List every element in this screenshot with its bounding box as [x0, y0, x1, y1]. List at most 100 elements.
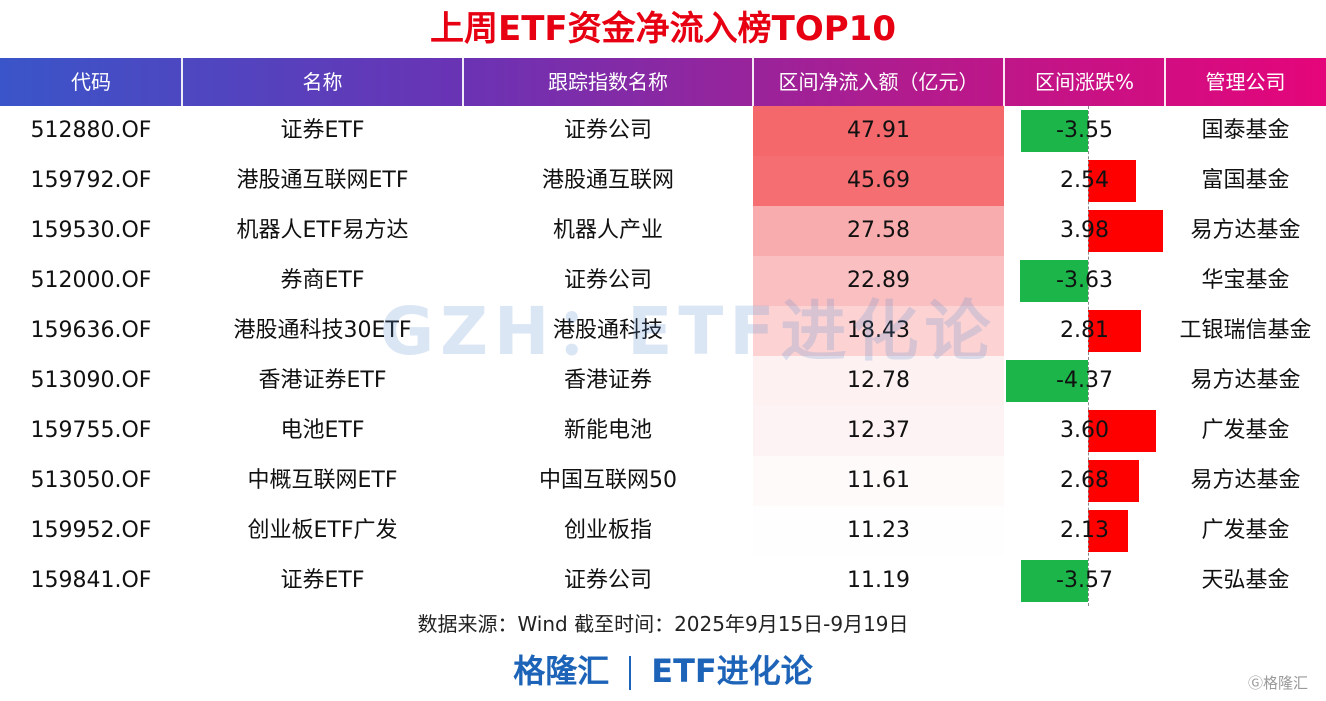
net-inflow-cell: 11.23 — [847, 518, 910, 543]
fund-code-cell: 159841.OF — [30, 568, 152, 593]
inflow-heat-cell — [753, 356, 1004, 406]
header-code: 代码 — [71, 70, 111, 94]
fund-code-cell: 159952.OF — [30, 518, 152, 543]
inflow-heat-cell — [753, 456, 1004, 506]
fund-code-cell: 159636.OF — [30, 318, 152, 343]
index-name-cell: 新能电池 — [563, 418, 652, 443]
change-bar-positive — [1088, 210, 1163, 252]
net-inflow-cell: 11.19 — [847, 568, 910, 593]
net-inflow-cell: 47.91 — [847, 118, 910, 143]
change-bar-negative — [1019, 260, 1089, 302]
change-pct-cell: -3.63 — [1056, 268, 1113, 293]
fund-name-cell: 香港证券ETF — [258, 368, 387, 393]
manager-cell: 富国基金 — [1201, 168, 1290, 193]
data-source-note: 数据来源：Wind 截至时间：2025年9月15日-9月19日 — [417, 612, 909, 636]
header-inflow: 区间净流入额（亿元） — [778, 70, 979, 94]
header-manager: 管理公司 — [1205, 70, 1286, 94]
change-bar-negative — [1006, 360, 1089, 402]
table-row: 159755.OF 电池ETF 新能电池 12.37 3.60 广发基金 — [0, 406, 1326, 456]
table-row: 159841.OF 证券ETF 证券公司 11.19 -3.57 天弘基金 — [0, 556, 1326, 606]
inflow-heat-cell — [753, 106, 1004, 156]
change-pct-cell: -3.55 — [1056, 118, 1113, 143]
corner-logo-text: 格隆汇 — [1263, 674, 1309, 692]
change-pct-cell: 2.81 — [1060, 318, 1109, 343]
net-inflow-cell: 12.37 — [847, 418, 910, 443]
change-bar-negative — [1021, 110, 1089, 152]
header-change: 区间涨跌% — [1034, 70, 1134, 94]
change-bar-positive — [1088, 510, 1129, 552]
index-name-cell: 证券公司 — [563, 268, 652, 293]
index-name-cell: 香港证券 — [563, 368, 652, 393]
fund-code-cell: 159755.OF — [30, 418, 152, 443]
change-pct-cell: 2.13 — [1060, 518, 1109, 543]
fund-name-cell: 证券ETF — [280, 568, 365, 593]
fund-name-cell: 港股通科技30ETF — [233, 318, 412, 343]
chart-title: 上周ETF资金净流入榜TOP10 — [430, 9, 896, 49]
fund-name-cell: 创业板ETF广发 — [247, 518, 398, 543]
fund-code-cell: 159792.OF — [30, 168, 152, 193]
manager-cell: 天弘基金 — [1201, 568, 1290, 593]
index-name-cell: 中国互联网50 — [539, 468, 677, 493]
change-pct-cell: -4.37 — [1056, 368, 1113, 393]
inflow-heat-cell — [753, 256, 1004, 306]
logo-icon: Ⓖ — [1248, 674, 1264, 692]
net-inflow-cell: 11.61 — [847, 468, 910, 493]
brand-footer: 格隆汇 ETF进化论 — [0, 646, 1326, 692]
fund-code-cell: 512000.OF — [30, 268, 152, 293]
change-bar-positive — [1088, 460, 1139, 502]
index-name-cell: 证券公司 — [563, 568, 652, 593]
fund-code-cell: 513090.OF — [30, 368, 152, 393]
fund-code-cell: 512880.OF — [30, 118, 152, 143]
fund-code-cell: 159530.OF — [30, 218, 152, 243]
table-row: 159952.OF 创业板ETF广发 创业板指 11.23 2.13 广发基金 — [0, 506, 1326, 556]
inflow-heat-cell — [753, 406, 1004, 456]
net-inflow-cell: 27.58 — [847, 218, 910, 243]
manager-cell: 易方达基金 — [1190, 468, 1301, 493]
change-pct-cell: 2.54 — [1060, 168, 1109, 193]
manager-cell: 工银瑞信基金 — [1179, 318, 1312, 343]
manager-cell: 易方达基金 — [1190, 368, 1301, 393]
fund-name-cell: 证券ETF — [280, 118, 365, 143]
index-name-cell: 创业板指 — [563, 518, 652, 543]
brand-left: 格隆汇 — [513, 652, 610, 690]
table-row: 159792.OF 港股通互联网ETF 港股通互联网 45.69 2.54 富国基金 — [0, 156, 1326, 206]
table-row: 512880.OF 证券ETF 证券公司 47.91 -3.55 国泰基金 — [0, 106, 1326, 156]
brand-right: ETF进化论 — [651, 652, 813, 690]
net-inflow-cell: 45.69 — [847, 168, 910, 193]
change-pct-cell: 3.98 — [1060, 218, 1109, 243]
change-bar-negative — [1021, 560, 1089, 602]
brand-separator — [629, 656, 632, 690]
corner-logo: Ⓖ格隆汇 — [1248, 672, 1308, 693]
manager-cell: 国泰基金 — [1201, 118, 1290, 143]
change-bar-positive — [1088, 160, 1136, 202]
table-row: 513090.OF 香港证券ETF 香港证券 12.78 -4.37 易方达基金 — [0, 356, 1326, 406]
index-name-cell: 港股通互联网 — [541, 168, 674, 193]
table-row: 159530.OF 机器人ETF易方达 机器人产业 27.58 3.98 易方达基金 — [0, 206, 1326, 256]
table-header: 代码 名称 跟踪指数名称 区间净流入额（亿元） 区间涨跌% 管理公司 — [0, 58, 1326, 106]
fund-name-cell: 机器人ETF易方达 — [236, 218, 409, 243]
inflow-heat-cell — [753, 206, 1004, 256]
manager-cell: 易方达基金 — [1190, 218, 1301, 243]
net-inflow-cell: 18.43 — [847, 318, 910, 343]
table-body: 512880.OF 证券ETF 证券公司 47.91 -3.55 国泰基金 159792.O… — [0, 106, 1326, 606]
manager-cell: 华宝基金 — [1201, 268, 1290, 293]
header-index: 跟踪指数名称 — [548, 70, 668, 94]
inflow-heat-cell — [753, 306, 1004, 356]
index-name-cell: 港股通科技 — [552, 318, 663, 343]
net-inflow-cell: 12.78 — [847, 368, 910, 393]
table-row: 512000.OF 券商ETF 证券公司 22.89 -3.63 华宝基金 — [0, 256, 1326, 306]
inflow-heat-cell — [753, 506, 1004, 556]
manager-cell: 广发基金 — [1201, 518, 1290, 543]
change-zero-axis — [1088, 106, 1090, 606]
fund-name-cell: 港股通互联网ETF — [236, 168, 409, 193]
table-row: 513050.OF 中概互联网ETF 中国互联网50 11.61 2.68 易方达基金 — [0, 456, 1326, 506]
manager-cell: 广发基金 — [1201, 418, 1290, 443]
index-name-cell: 证券公司 — [563, 118, 652, 143]
table-row: 159636.OF 港股通科技30ETF 港股通科技 18.43 2.81 工银瑞信基金 — [0, 306, 1326, 356]
fund-name-cell: 中概互联网ETF — [247, 468, 398, 493]
inflow-heat-cell — [753, 156, 1004, 206]
change-pct-cell: 3.60 — [1060, 418, 1109, 443]
fund-code-cell: 513050.OF — [30, 468, 152, 493]
change-bar-positive — [1088, 410, 1156, 452]
net-inflow-cell: 22.89 — [847, 268, 910, 293]
